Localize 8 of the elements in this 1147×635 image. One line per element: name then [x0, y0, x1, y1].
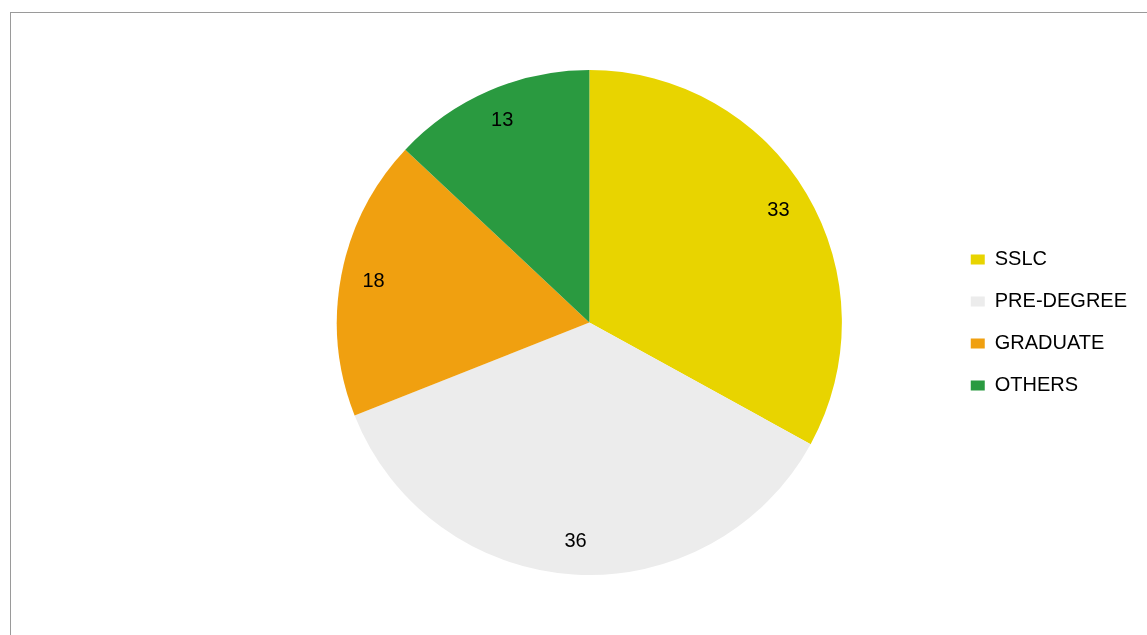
data-label: 33 — [767, 198, 790, 221]
data-label: 18 — [362, 268, 385, 291]
legend-label: SSLC — [994, 247, 1047, 270]
legend-label: GRADUATE — [994, 331, 1105, 354]
legend-label: OTHERS — [994, 373, 1079, 396]
data-label: 13 — [491, 108, 514, 131]
legend-label: PRE-DEGREE — [994, 289, 1127, 312]
data-label: 36 — [564, 529, 587, 552]
